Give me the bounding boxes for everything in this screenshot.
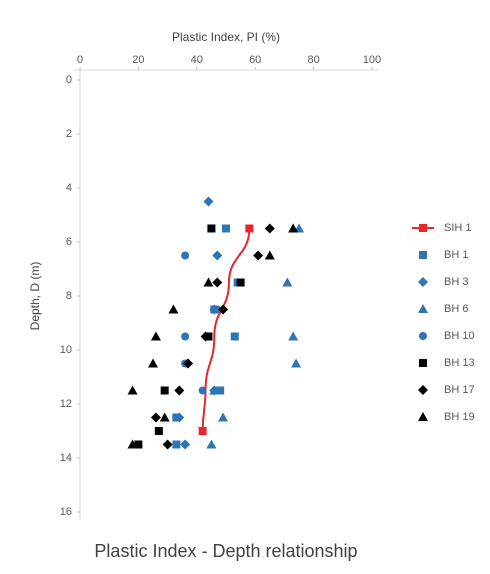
point <box>134 440 143 449</box>
point <box>218 304 229 315</box>
point <box>172 413 181 422</box>
point <box>212 277 223 288</box>
y-axis-title: Depth, D (m) <box>28 262 42 331</box>
point <box>203 196 214 207</box>
point <box>160 386 169 395</box>
point <box>282 277 293 287</box>
y-tick-label: 6 <box>66 236 72 248</box>
point <box>218 412 229 422</box>
point <box>288 331 299 341</box>
legend-marker <box>419 359 427 367</box>
legend-marker <box>418 412 428 421</box>
y-tick-label: 4 <box>66 182 72 194</box>
legend-label: BH 13 <box>444 357 475 369</box>
legend-label: BH 17 <box>444 384 475 396</box>
point <box>174 385 185 396</box>
point <box>159 412 170 422</box>
point <box>200 331 211 342</box>
legend-marker <box>419 251 427 259</box>
point <box>206 439 217 449</box>
point <box>168 304 179 314</box>
y-tick-label: 12 <box>60 398 72 410</box>
point <box>127 439 138 449</box>
point <box>183 358 194 369</box>
x-tick-label: 0 <box>77 54 83 66</box>
legend-marker <box>418 277 428 287</box>
x-axis-title: Plastic Index, PI (%) <box>172 30 280 44</box>
x-tick-label: 20 <box>132 54 144 66</box>
y-tick-label: 16 <box>60 506 72 518</box>
point <box>181 251 190 260</box>
point <box>216 386 225 395</box>
point <box>230 332 239 341</box>
point <box>162 439 173 450</box>
point <box>154 427 163 435</box>
legend-marker <box>418 385 428 395</box>
point <box>236 278 245 287</box>
legend-label: BH 1 <box>444 249 468 261</box>
series-line <box>201 228 251 432</box>
point <box>150 331 161 341</box>
legend-label: BH 6 <box>444 303 468 315</box>
chart-caption: Plastic Index - Depth relationship <box>94 541 357 561</box>
point <box>288 223 299 233</box>
legend-marker <box>419 332 427 340</box>
point <box>245 224 254 233</box>
point <box>264 223 275 234</box>
point <box>253 250 264 261</box>
point <box>150 412 161 423</box>
point <box>222 224 230 233</box>
point <box>264 250 275 260</box>
point <box>127 385 138 395</box>
point <box>198 427 207 435</box>
point <box>213 305 222 314</box>
x-tick-label: 60 <box>249 54 261 66</box>
point <box>172 440 181 449</box>
legend-label: BH 10 <box>444 330 475 342</box>
legend-marker <box>419 224 427 232</box>
x-tick-label: 80 <box>307 54 319 66</box>
legend-marker <box>418 304 428 313</box>
y-tick-label: 10 <box>60 344 72 356</box>
point <box>181 332 190 341</box>
x-tick-label: 40 <box>191 54 203 66</box>
legend-label: BH 19 <box>444 411 475 423</box>
point <box>198 386 207 395</box>
point <box>212 250 223 261</box>
legend-label: SIH 1 <box>444 222 472 234</box>
point <box>291 358 302 368</box>
x-tick-label: 100 <box>363 54 381 66</box>
legend-label: BH 3 <box>444 276 468 288</box>
y-tick-label: 14 <box>60 452 72 464</box>
y-tick-label: 0 <box>66 74 72 86</box>
y-tick-label: 2 <box>66 128 72 140</box>
point <box>180 439 191 450</box>
point <box>148 358 158 368</box>
y-tick-label: 8 <box>66 290 72 302</box>
point <box>209 385 220 395</box>
point <box>207 224 216 233</box>
point <box>203 277 214 287</box>
